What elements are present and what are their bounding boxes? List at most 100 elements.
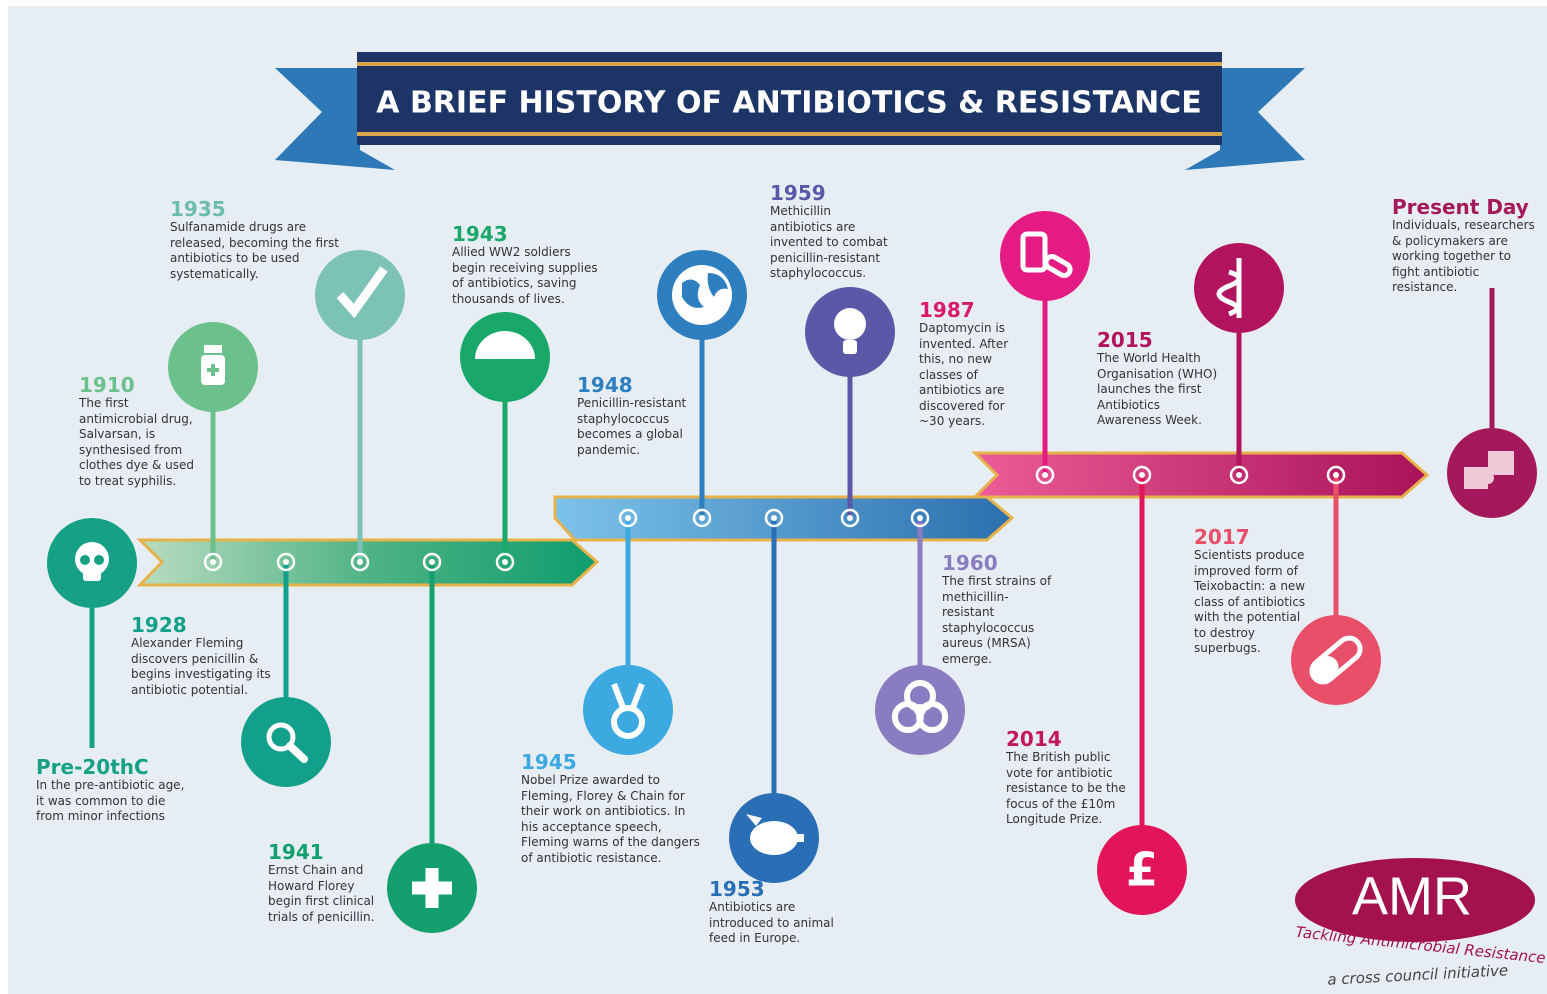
event bbox=[315, 250, 405, 572]
event-line: Fleming warns of the dangers bbox=[521, 835, 700, 849]
event bbox=[47, 518, 137, 748]
logo-subline: a cross council initiative bbox=[1327, 961, 1509, 988]
event-text: 1953 Antibiotics are introduced to animal f… bbox=[709, 878, 834, 947]
event-line: fight antibiotic bbox=[1392, 264, 1480, 279]
event: £ bbox=[1097, 465, 1187, 915]
event-line: Fleming, Florey & Chain for bbox=[521, 788, 685, 803]
icon-glyph bbox=[1464, 467, 1488, 489]
event-line: methicillin- bbox=[942, 589, 1009, 604]
icon-glyph bbox=[485, 359, 525, 375]
timeline-arrow bbox=[971, 451, 1430, 499]
event bbox=[805, 287, 895, 528]
event-text: 1935 Sulfanamide drugs are released, becom… bbox=[170, 198, 339, 282]
timeline-dot bbox=[276, 552, 296, 572]
event-line: Scientists produce bbox=[1194, 548, 1305, 562]
banner-stripe bbox=[357, 132, 1222, 136]
ribbon-left bbox=[275, 68, 395, 170]
event-line: antibiotic potential. bbox=[131, 682, 248, 697]
event-year: 1960 bbox=[942, 551, 998, 575]
event-text: Pre-20thC In the pre-antibiotic age, it wa… bbox=[36, 756, 184, 825]
event-line: staphylococcus bbox=[577, 411, 670, 426]
event bbox=[729, 508, 819, 883]
event-year: 1945 bbox=[521, 750, 577, 774]
timeline-dot-center bbox=[502, 559, 508, 565]
event-text: 2014 The British public vote for antibioti… bbox=[1006, 728, 1126, 828]
event-line: Ernst Chain and bbox=[268, 863, 364, 877]
event-line: launches the first bbox=[1097, 382, 1202, 396]
event-line: systematically. bbox=[170, 266, 259, 281]
event-year: Pre-20thC bbox=[36, 755, 149, 779]
event bbox=[387, 552, 477, 933]
event bbox=[657, 250, 747, 528]
event-year: 2017 bbox=[1194, 525, 1250, 549]
icon-glyph bbox=[1043, 254, 1073, 278]
event-year: 1948 bbox=[577, 373, 633, 397]
event-line: class of antibiotics bbox=[1194, 594, 1306, 609]
timeline-dot bbox=[1229, 465, 1249, 485]
event-text: 1960 The first strains of methicillin-resi… bbox=[942, 552, 1051, 667]
event-year: 1987 bbox=[919, 298, 975, 322]
event-text: 1987 Daptomycin is invented. After this, no… bbox=[919, 299, 1008, 430]
event-line: Methicillin bbox=[770, 204, 831, 218]
event-line: vote for antibiotic bbox=[1006, 765, 1113, 780]
event bbox=[241, 552, 331, 787]
event-line: & policymakers are bbox=[1392, 233, 1508, 248]
event-text: 1945 Nobel Prize awarded to Fleming, Flore… bbox=[521, 751, 700, 866]
event-year: 1935 bbox=[170, 197, 226, 221]
event-year: 1941 bbox=[268, 840, 324, 864]
icon-glyph bbox=[843, 340, 857, 354]
event-line: antibiotics are bbox=[919, 383, 1005, 397]
event-line: antibiotics are bbox=[770, 219, 856, 234]
event-line: Howard Florey bbox=[268, 878, 355, 893]
timeline-dot-center bbox=[1333, 472, 1339, 478]
event bbox=[460, 312, 550, 572]
logo-name: AMR bbox=[1352, 866, 1472, 926]
icon-glyph bbox=[207, 364, 219, 376]
event bbox=[1194, 243, 1284, 485]
event-line: emerge. bbox=[942, 651, 992, 666]
event-line: Alexander Fleming bbox=[131, 636, 244, 650]
timeline-dot-center bbox=[283, 559, 289, 565]
icon-glyph bbox=[83, 571, 101, 581]
event-line: to treat syphilis. bbox=[79, 473, 177, 488]
timeline-dot bbox=[350, 552, 370, 572]
timeline-dot bbox=[1132, 465, 1152, 485]
timeline-dot-center bbox=[1139, 472, 1145, 478]
event-line: feed in Europe. bbox=[709, 931, 801, 945]
event-line: to destroy bbox=[1194, 625, 1255, 640]
event-year: 1959 bbox=[770, 181, 826, 205]
timeline-arrow bbox=[553, 495, 1015, 542]
event-text: 1928 Alexander Fleming discovers penicilli… bbox=[131, 614, 271, 698]
event-line: focus of the £10m bbox=[1006, 796, 1116, 811]
event-line: The first bbox=[79, 396, 129, 410]
event-line: trials of penicillin. bbox=[268, 909, 375, 924]
event-year: 2014 bbox=[1006, 727, 1062, 751]
event-year: 1928 bbox=[131, 613, 187, 637]
timeline-dot-center bbox=[1042, 472, 1048, 478]
icon-glyph bbox=[611, 682, 645, 712]
event-line: Penicillin-resistant bbox=[577, 396, 687, 410]
event-line: released, becoming the first bbox=[170, 235, 339, 250]
event-line: discovers penicillin & bbox=[131, 651, 259, 666]
event-line: resistant bbox=[942, 605, 995, 619]
timeline-dot-center bbox=[429, 559, 435, 565]
banner bbox=[357, 52, 1222, 145]
event-line: The British public bbox=[1006, 750, 1111, 764]
event-line: In the pre-antibiotic age, bbox=[36, 778, 185, 792]
event-line: Daptomycin is bbox=[919, 321, 1005, 335]
event bbox=[1291, 465, 1381, 705]
event-line: Sulfanamide drugs are bbox=[170, 220, 307, 234]
icon-glyph bbox=[891, 701, 924, 733]
event-text: Present Day Individuals, researchers & pol… bbox=[1392, 196, 1535, 296]
event-line: ~30 years. bbox=[919, 414, 985, 428]
event-line: clothes dye & used bbox=[79, 458, 194, 472]
timeline-dot-center bbox=[699, 515, 705, 521]
event-line: resistance. bbox=[1392, 280, 1458, 294]
event-line: of antibiotics, saving bbox=[452, 276, 577, 290]
icon-glyph bbox=[750, 821, 798, 855]
event-line: Organisation (WHO) bbox=[1097, 366, 1218, 381]
icon-glyph bbox=[204, 345, 222, 353]
title: A BRIEF HISTORY OF ANTIBIOTICS & RESISTA… bbox=[376, 86, 1201, 121]
event-line: The first strains of bbox=[942, 574, 1052, 588]
